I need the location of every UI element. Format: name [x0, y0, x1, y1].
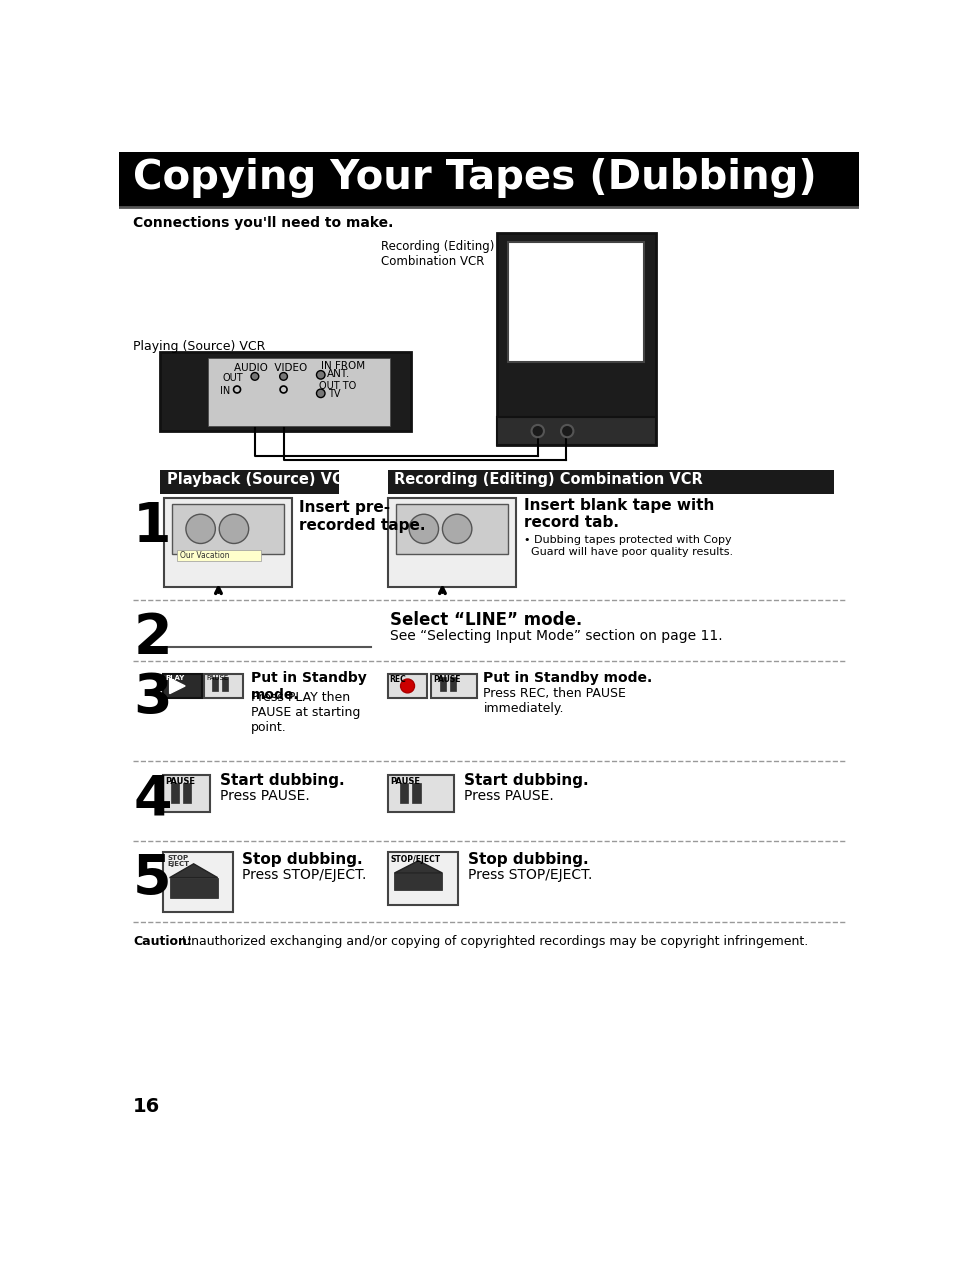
Text: 3: 3 — [133, 672, 172, 725]
Text: Put in Standby
mode.: Put in Standby mode. — [251, 672, 366, 701]
Text: Press STOP/EJECT.: Press STOP/EJECT. — [468, 869, 592, 883]
Text: Playback (Source) VCR: Playback (Source) VCR — [167, 472, 354, 486]
Text: Unauthorized exchanging and/or copying of copyrighted recordings may be copyrigh: Unauthorized exchanging and/or copying o… — [178, 936, 807, 949]
Bar — [212, 677, 218, 691]
Text: EJECT: EJECT — [167, 860, 190, 866]
Bar — [394, 873, 442, 890]
Bar — [204, 673, 243, 698]
Text: Insert blank tape with
record tab.: Insert blank tape with record tab. — [523, 498, 714, 530]
Bar — [388, 853, 457, 904]
Text: Press REC, then PAUSE
immediately.: Press REC, then PAUSE immediately. — [483, 687, 626, 715]
Text: REC: REC — [390, 676, 406, 685]
Circle shape — [531, 424, 543, 437]
Text: Insert pre-
recorded tape.: Insert pre- recorded tape. — [298, 500, 425, 533]
Circle shape — [279, 373, 287, 380]
Text: Connections you'll need to make.: Connections you'll need to make. — [133, 216, 394, 230]
Text: IN FROM: IN FROM — [320, 361, 364, 371]
Text: Copying Your Tapes (Dubbing): Copying Your Tapes (Dubbing) — [133, 158, 816, 198]
Bar — [388, 775, 454, 812]
Bar — [183, 783, 191, 803]
Text: Stop dubbing.: Stop dubbing. — [468, 853, 588, 868]
Bar — [412, 783, 420, 803]
Bar — [159, 470, 339, 494]
Circle shape — [560, 424, 573, 437]
Bar — [431, 673, 476, 698]
Text: Press PAUSE.: Press PAUSE. — [464, 789, 554, 803]
Bar — [172, 504, 284, 554]
Text: TV: TV — [328, 389, 340, 399]
Text: Select “LINE” mode.: Select “LINE” mode. — [390, 611, 582, 629]
Bar — [388, 673, 427, 698]
Text: Start dubbing.: Start dubbing. — [220, 773, 344, 788]
Bar — [163, 853, 233, 912]
Bar — [208, 357, 390, 426]
Text: Our Vacation: Our Vacation — [179, 551, 229, 561]
Text: OUT TO: OUT TO — [319, 381, 356, 392]
Circle shape — [442, 514, 472, 543]
Bar — [163, 775, 210, 812]
Bar — [497, 417, 656, 445]
Bar — [159, 352, 411, 431]
Text: Recording (Editing) Combination VCR: Recording (Editing) Combination VCR — [394, 472, 702, 486]
Text: Press STOP/EJECT.: Press STOP/EJECT. — [241, 869, 366, 883]
Text: IN: IN — [220, 385, 230, 395]
Text: Recording (Editing)
Combination VCR: Recording (Editing) Combination VCR — [381, 240, 494, 268]
Text: 1: 1 — [133, 500, 172, 554]
Bar — [388, 498, 516, 586]
Bar — [508, 242, 643, 361]
Polygon shape — [170, 864, 217, 878]
Circle shape — [316, 370, 325, 379]
Circle shape — [251, 373, 258, 380]
Bar — [497, 234, 656, 445]
Text: Put in Standby mode.: Put in Standby mode. — [483, 672, 652, 686]
Text: See “Selecting Input Mode” section on page 11.: See “Selecting Input Mode” section on pa… — [390, 629, 722, 643]
Bar — [163, 673, 202, 698]
Text: Press PLAY then
PAUSE at starting
point.: Press PLAY then PAUSE at starting point. — [251, 691, 360, 734]
Text: ANT.: ANT. — [327, 369, 350, 379]
Text: STOP: STOP — [167, 855, 189, 860]
Text: 4: 4 — [133, 773, 172, 827]
Polygon shape — [394, 860, 442, 873]
Text: 16: 16 — [133, 1098, 160, 1116]
Bar — [395, 504, 508, 554]
Bar — [171, 783, 179, 803]
Bar — [399, 783, 408, 803]
Text: Stop dubbing.: Stop dubbing. — [241, 853, 362, 868]
Text: PAUSE: PAUSE — [166, 777, 195, 786]
Bar — [221, 677, 228, 691]
Bar — [439, 677, 446, 691]
Polygon shape — [170, 678, 185, 693]
Circle shape — [219, 514, 249, 543]
Text: STOP/EJECT: STOP/EJECT — [390, 855, 440, 864]
Bar — [164, 498, 292, 586]
Text: Caution:: Caution: — [133, 936, 192, 949]
Circle shape — [316, 389, 325, 398]
Text: PAUSE: PAUSE — [433, 676, 460, 685]
Text: 5: 5 — [133, 853, 172, 907]
Text: Press PAUSE.: Press PAUSE. — [220, 789, 310, 803]
Bar — [177, 551, 261, 561]
Bar — [388, 470, 833, 494]
Circle shape — [400, 679, 415, 693]
Circle shape — [186, 514, 215, 543]
Text: OUT: OUT — [222, 373, 243, 383]
Text: Playing (Source) VCR: Playing (Source) VCR — [133, 340, 265, 354]
Text: PAUSE: PAUSE — [390, 777, 420, 786]
Circle shape — [409, 514, 438, 543]
Text: PLAY: PLAY — [166, 676, 185, 681]
Text: PAUSE: PAUSE — [206, 676, 228, 681]
Text: AUDIO  VIDEO: AUDIO VIDEO — [233, 362, 307, 373]
Text: • Dubbing tapes protected with Copy
  Guard will have poor quality results.: • Dubbing tapes protected with Copy Guar… — [523, 536, 732, 557]
Bar — [119, 152, 858, 207]
Text: Start dubbing.: Start dubbing. — [464, 773, 588, 788]
Bar — [170, 878, 217, 898]
Bar — [450, 677, 456, 691]
Text: 2: 2 — [133, 611, 172, 666]
